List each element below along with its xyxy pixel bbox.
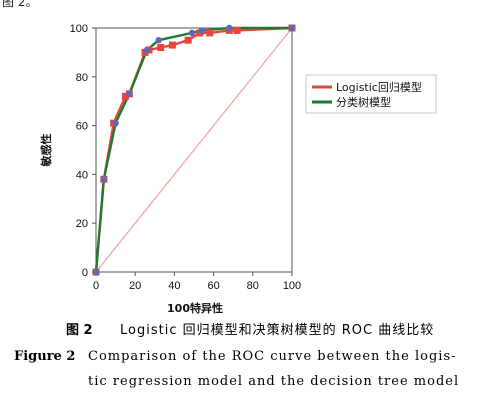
y-axis-ticks: 0 20 40 60 80 100: [70, 23, 96, 279]
y-tick-label: 0: [82, 267, 88, 279]
x-tick-label: 80: [247, 280, 259, 292]
y-tick-label: 80: [76, 72, 88, 84]
caption-en-text-2: tic regression model and the decision tr…: [88, 374, 459, 389]
y-tick-label: 20: [76, 218, 88, 230]
caption-en-line2: tic regression model and the decision tr…: [88, 374, 459, 389]
series-point-0: [157, 44, 164, 51]
series-point-1: [199, 27, 205, 33]
x-tick-label: 40: [168, 280, 180, 292]
y-tick-label: 40: [76, 169, 88, 181]
caption-en-text-1: Comparison of the ROC curve between the …: [88, 349, 457, 364]
y-axis-title: 敏感性: [39, 134, 53, 168]
x-axis-ticks: 0 20 40 60 80 100: [93, 272, 301, 292]
series-point-0: [185, 37, 192, 44]
series-point-1: [93, 269, 99, 275]
roc-chart: 0 20 40 60 80 100 0 20 40 60 80 100 100特异性 敏感性 Log…: [0, 0, 490, 320]
series-point-1: [226, 25, 232, 31]
x-tick-label: 100: [283, 280, 301, 292]
series-point-0: [234, 27, 241, 34]
series-point-0: [169, 42, 176, 49]
caption-zh-text: Logistic 回归模型和决策树模型的 ROC 曲线比较: [120, 323, 434, 338]
caption-en-line1: Figure 2 Comparison of the ROC curve betw…: [14, 349, 457, 364]
caption-en-label: Figure 2: [14, 349, 88, 364]
legend-label-tree: 分类树模型: [336, 95, 391, 109]
legend: Logistic回归模型 分类树模型: [306, 75, 436, 113]
series-point-1: [101, 176, 107, 182]
caption-zh-label: 图 2: [66, 319, 120, 338]
series-point-1: [144, 47, 150, 53]
series-point-1: [112, 120, 118, 126]
y-tick-label: 100: [70, 23, 88, 35]
x-tick-label: 60: [207, 280, 219, 292]
caption-zh: 图 2 Logistic 回归模型和决策树模型的 ROC 曲线比较: [66, 319, 434, 338]
y-tick-label: 60: [76, 121, 88, 133]
series-point-1: [289, 25, 295, 31]
series-point-1: [126, 91, 132, 97]
series-point-1: [156, 37, 162, 43]
legend-label-logistic: Logistic回归模型: [336, 80, 422, 94]
x-tick-label: 0: [93, 280, 99, 292]
series-point-1: [189, 30, 195, 36]
series-point-0: [206, 29, 213, 36]
x-tick-label: 20: [129, 280, 141, 292]
x-axis-title: 100特异性: [167, 301, 223, 315]
reference-diagonal: [96, 28, 292, 272]
